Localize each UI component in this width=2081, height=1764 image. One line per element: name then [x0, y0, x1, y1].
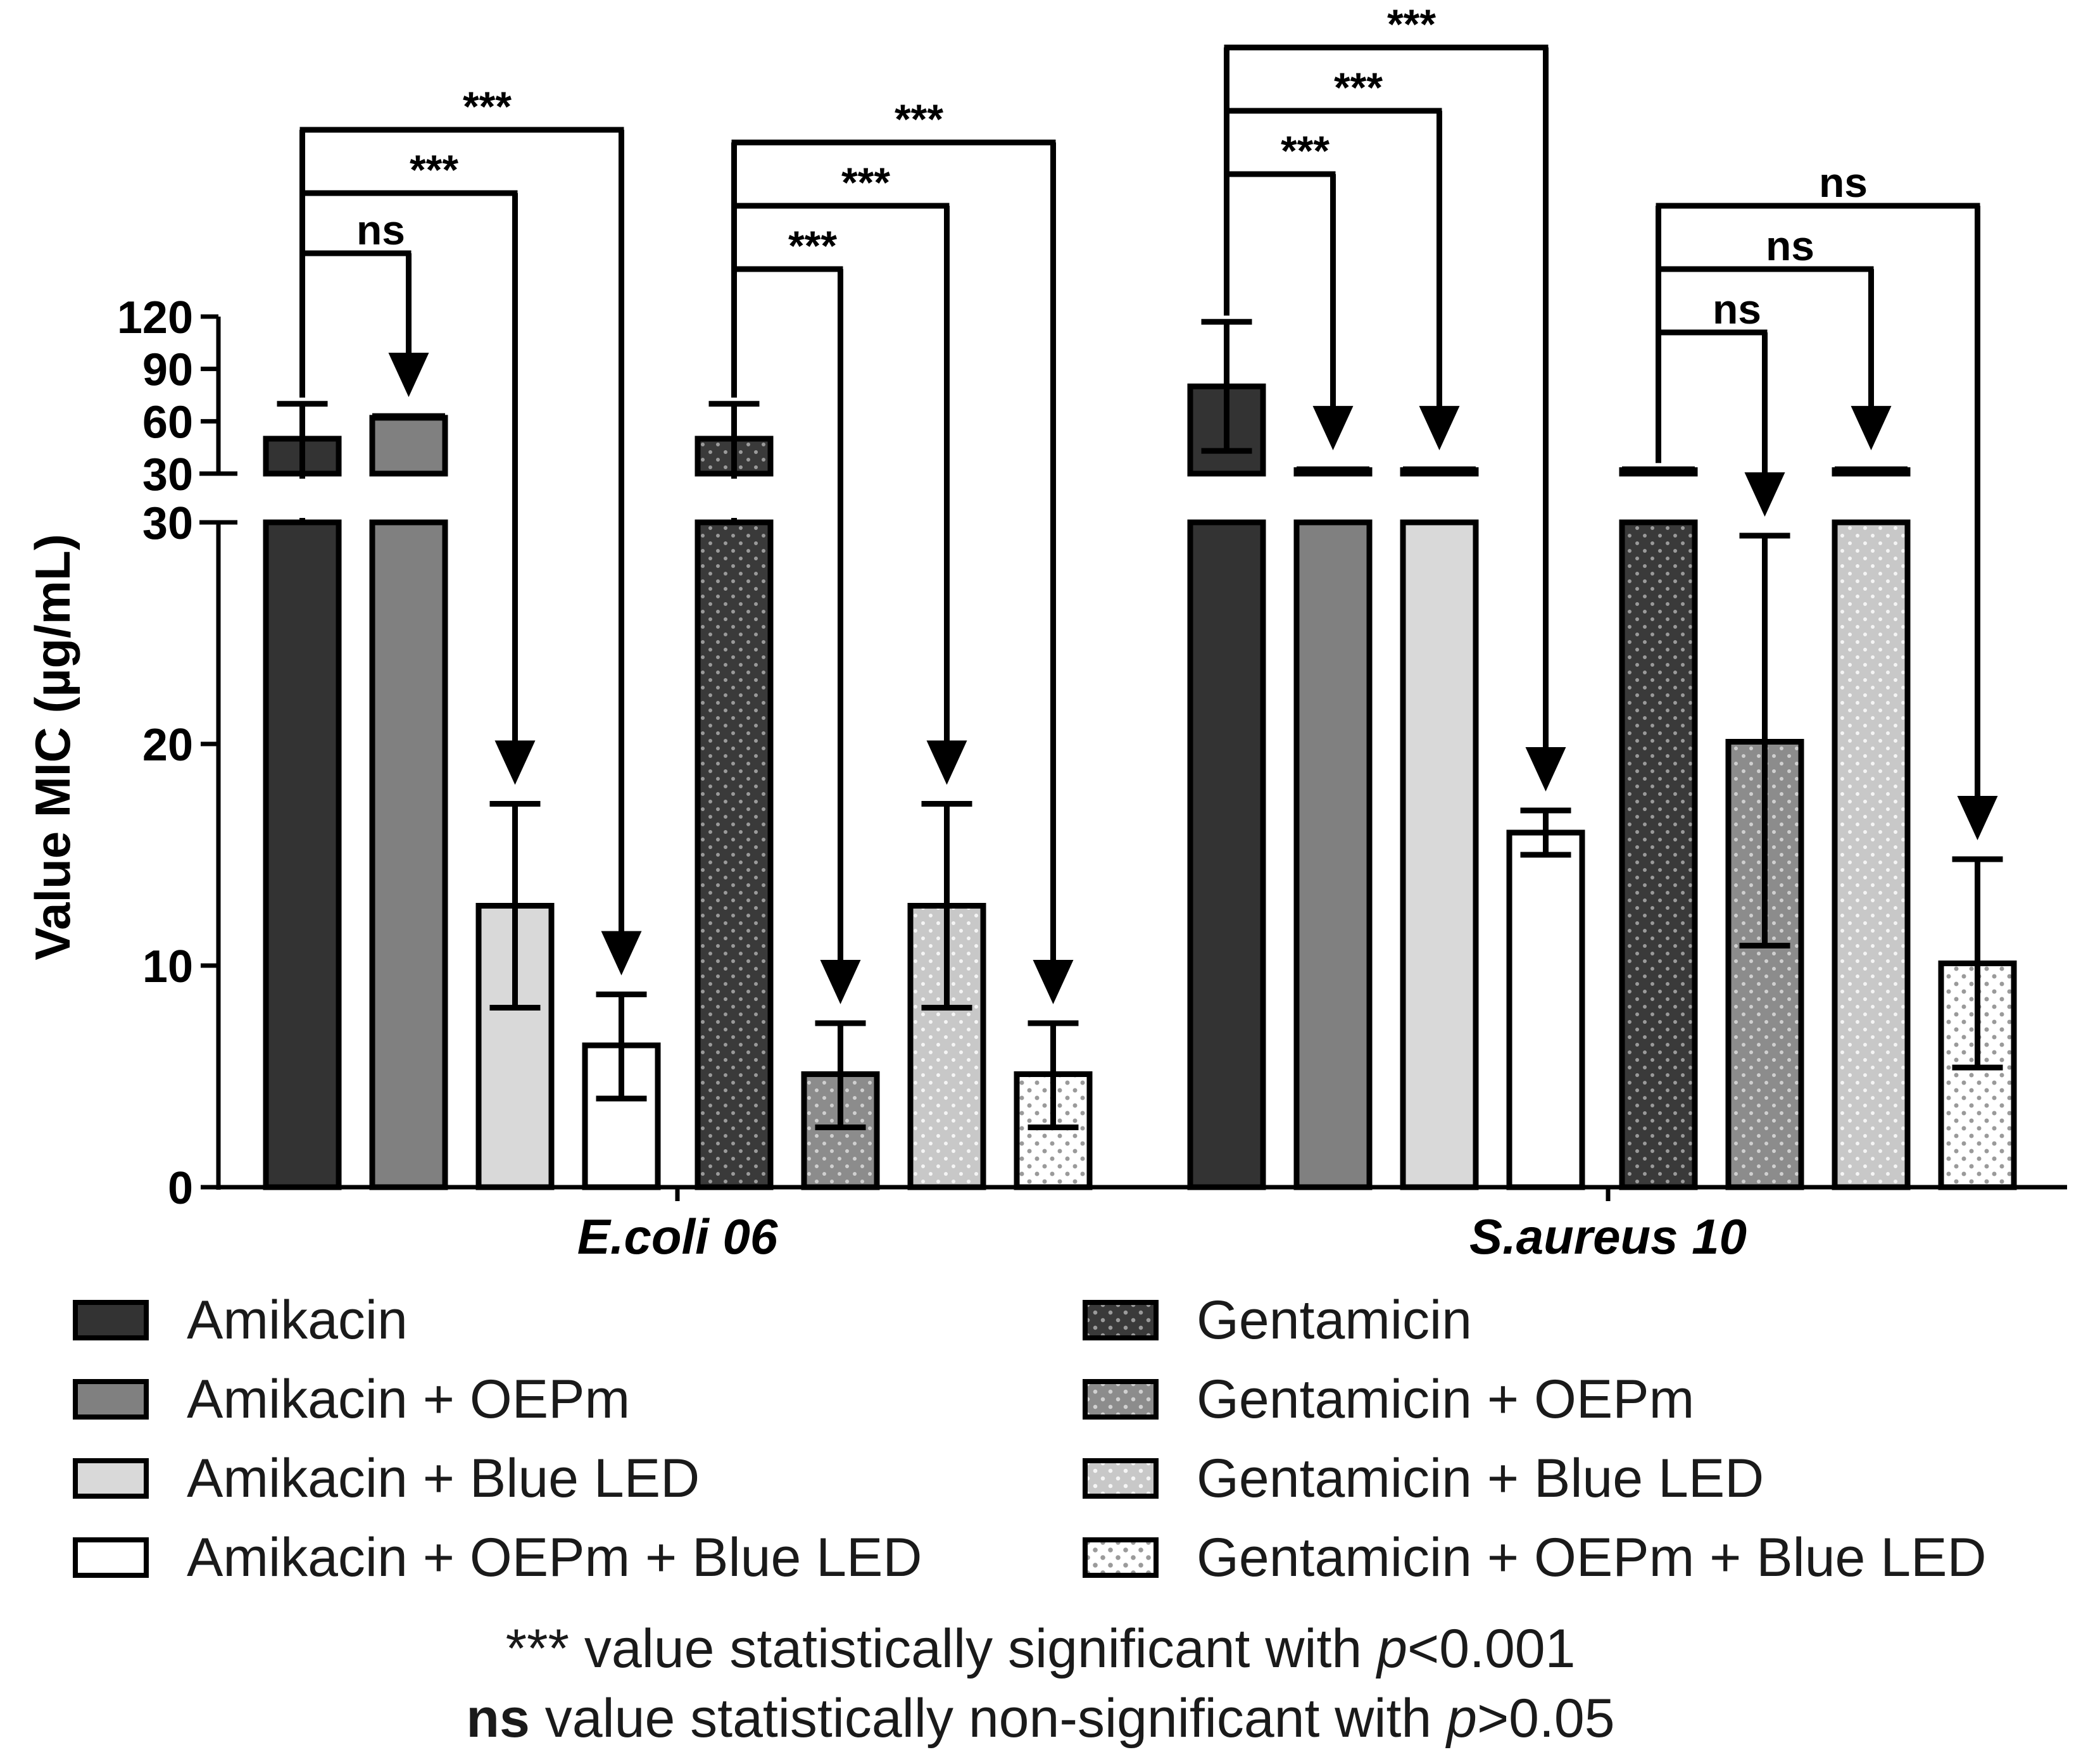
significance-note-1: *** value statistically significant with… [0, 1618, 2081, 1680]
note-threshold: >0.05 [1476, 1688, 1615, 1749]
legend-swatch [1083, 1300, 1159, 1340]
significance-label: *** [410, 146, 458, 193]
significance-note-2: ns value statistically non-significant w… [0, 1687, 2081, 1750]
significance-label: ns [1766, 222, 1814, 269]
y-tick-lower-label: 20 [142, 720, 193, 771]
bracket-arrowhead [1744, 472, 1785, 517]
bracket-arrowhead [601, 931, 642, 976]
y-axis-label: Value MIC (µg/mL) [25, 534, 80, 960]
legend-label: Gentamicin + OEPm + Blue LED [1197, 1527, 1987, 1588]
note-p: p [1377, 1618, 1407, 1679]
legend-swatch [73, 1300, 149, 1340]
bar-lower-part [1619, 519, 1698, 1190]
bar [475, 903, 555, 1190]
y-tick-upper-label: 120 [117, 293, 193, 343]
note-stars: *** [505, 1618, 569, 1679]
legend-swatch [73, 1458, 149, 1499]
legend-swatch [1083, 1458, 1159, 1499]
y-tick-upper-label: 90 [142, 345, 193, 396]
bar-lower-part [1293, 519, 1373, 1190]
legend-swatch [73, 1379, 149, 1420]
note-ns: ns [466, 1688, 530, 1749]
y-tick-upper-label: 60 [142, 397, 193, 448]
legend-label: Gentamicin + Blue LED [1197, 1447, 1764, 1509]
legend-swatch [73, 1537, 149, 1578]
bar-lower-part [695, 519, 774, 1190]
bracket-arrowhead [1525, 747, 1566, 791]
bar-lower-part [1400, 519, 1479, 1190]
legend-label: Amikacin [187, 1289, 408, 1351]
legend-item-amikacin-blue-led: Amikacin + Blue LED [73, 1447, 700, 1509]
legend-item-gentamicin-blue-led: Gentamicin + Blue LED [1083, 1447, 1764, 1509]
significance-label: ns [356, 206, 405, 253]
legend-item-gentamicin-oepm: Gentamicin + OEPm [1083, 1368, 1695, 1430]
note-text: value statistically significant with [569, 1618, 1378, 1679]
group-label-saureus: S.aureus 10 [1469, 1209, 1747, 1264]
legend-item-gentamicin-oepm-blue-led: Gentamicin + OEPm + Blue LED [1083, 1527, 1987, 1588]
bracket-arrowhead [1419, 406, 1460, 451]
significance-label: *** [1334, 64, 1383, 111]
y-tick-upper-label: 30 [142, 450, 193, 500]
legend-label: Amikacin + OEPm [187, 1368, 631, 1430]
legend-item-gentamicin: Gentamicin [1083, 1289, 1472, 1351]
legend-label: Amikacin + Blue LED [187, 1447, 700, 1509]
axis-break-gap [215, 479, 1481, 518]
significance-label: *** [841, 159, 890, 206]
significance-label: *** [895, 96, 943, 142]
legend-label: Amikacin + OEPm + Blue LED [187, 1527, 922, 1588]
legend-label: Gentamicin + OEPm [1197, 1368, 1695, 1430]
significance-label: ns [1713, 286, 1761, 332]
significance-label: *** [1281, 127, 1330, 174]
bracket-arrowhead [494, 740, 536, 785]
bar-upper-part [369, 415, 448, 477]
significance-label: ns [1819, 159, 1868, 206]
y-tick-lower-label: 0 [168, 1163, 193, 1214]
bracket-arrowhead [388, 353, 429, 398]
legend-label: Gentamicin [1197, 1289, 1472, 1351]
bracket-arrowhead [1851, 406, 1892, 451]
y-tick-lower-label: 30 [142, 498, 193, 549]
legend-item-amikacin-oepm: Amikacin + OEPm [73, 1368, 631, 1430]
bar-lower-part [369, 519, 448, 1190]
bracket-arrowhead [1957, 796, 1998, 840]
group-label-ecoli: E.coli 06 [577, 1209, 778, 1264]
y-tick-lower-label: 10 [142, 942, 193, 992]
bars-layer [263, 318, 2017, 1190]
legend-swatch [1083, 1537, 1159, 1578]
significance-label: *** [788, 222, 837, 269]
note-threshold: <0.001 [1407, 1618, 1576, 1679]
bar-lower-part [1187, 519, 1266, 1190]
legend-swatch [1083, 1379, 1159, 1420]
significance-label: *** [1387, 1, 1436, 47]
legend-item-amikacin: Amikacin [73, 1289, 408, 1351]
significance-label: *** [463, 83, 512, 130]
bracket-arrowhead [1312, 406, 1354, 451]
legend-item-amikacin-oepm-blue-led: Amikacin + OEPm + Blue LED [73, 1527, 922, 1588]
bracket-arrowhead [1033, 960, 1074, 1004]
bracket-arrowhead [820, 960, 861, 1004]
note-text: value statistically non-significant with [529, 1688, 1447, 1749]
bracket-arrowhead [926, 740, 967, 785]
note-p: p [1447, 1688, 1477, 1749]
